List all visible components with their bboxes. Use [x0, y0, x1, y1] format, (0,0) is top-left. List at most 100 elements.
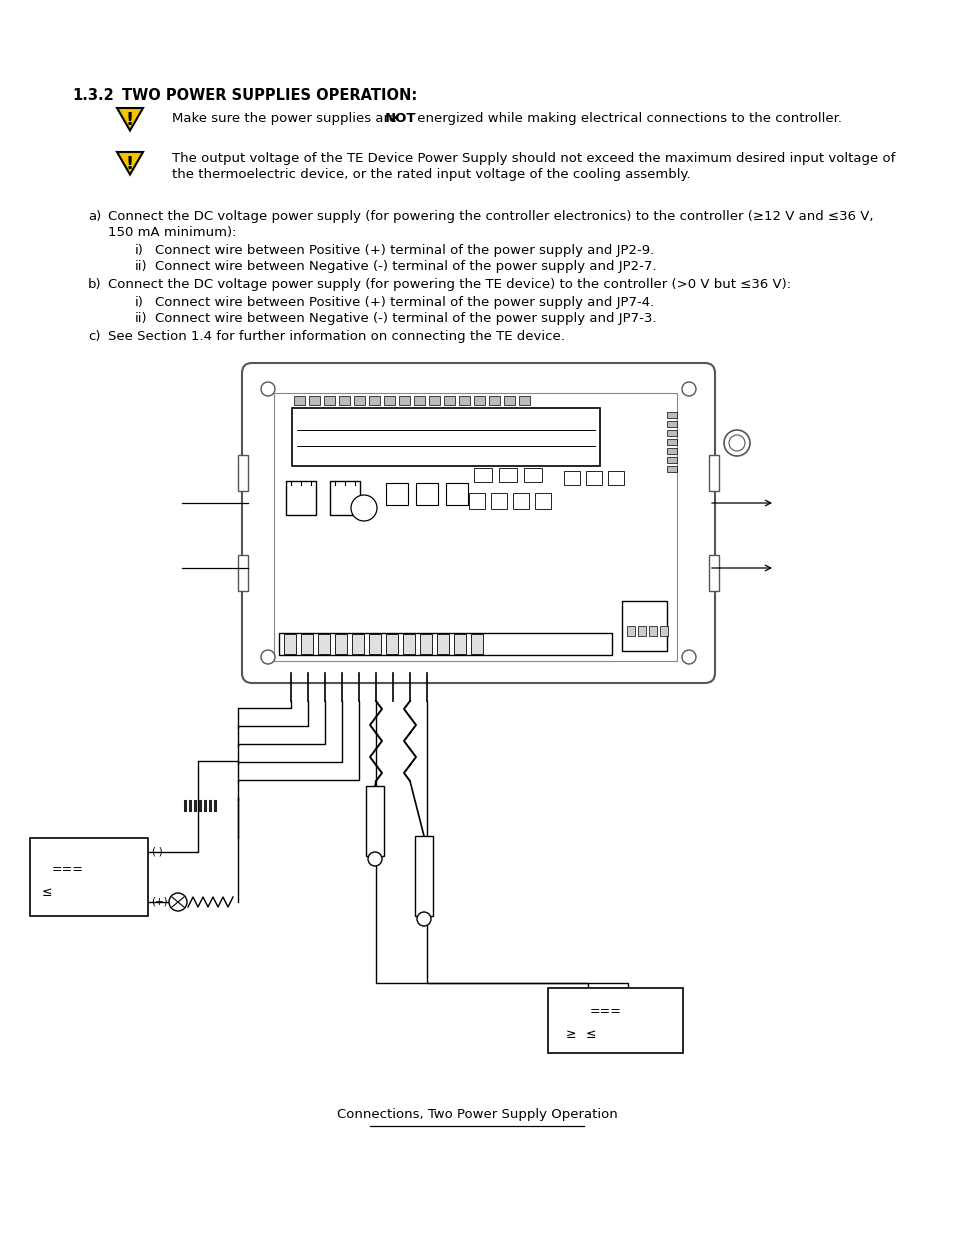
Text: Connections, Two Power Supply Operation: Connections, Two Power Supply Operation: [336, 1108, 617, 1121]
Bar: [286, 480, 315, 515]
Bar: [237, 454, 248, 492]
Bar: [666, 430, 677, 436]
Bar: [284, 634, 295, 655]
Bar: [338, 396, 350, 405]
Bar: [607, 471, 623, 485]
Bar: [419, 634, 432, 655]
Polygon shape: [117, 107, 143, 131]
Text: c): c): [88, 330, 100, 343]
Text: (-): (-): [151, 847, 163, 857]
Text: Connect the DC voltage power supply (for powering the TE device) to the controll: Connect the DC voltage power supply (for…: [108, 278, 790, 291]
Bar: [498, 468, 517, 482]
Text: ≤: ≤: [585, 1028, 596, 1041]
Bar: [666, 412, 677, 417]
Text: ii): ii): [135, 261, 148, 273]
Bar: [369, 634, 380, 655]
Bar: [278, 634, 612, 655]
Text: i): i): [135, 245, 144, 257]
Bar: [474, 468, 492, 482]
Text: Connect the DC voltage power supply (for powering the controller electronics) to: Connect the DC voltage power supply (for…: [108, 210, 873, 224]
FancyBboxPatch shape: [242, 363, 714, 683]
Bar: [354, 396, 365, 405]
Text: Make sure the power supplies are: Make sure the power supplies are: [172, 112, 401, 125]
Bar: [309, 396, 319, 405]
Bar: [708, 454, 719, 492]
Bar: [535, 493, 551, 509]
Bar: [352, 634, 364, 655]
Text: TWO POWER SUPPLIES OPERATION:: TWO POWER SUPPLIES OPERATION:: [122, 88, 416, 103]
Bar: [518, 396, 530, 405]
Text: Connect wire between Positive (+) terminal of the power supply and JP2-9.: Connect wire between Positive (+) termin…: [154, 245, 654, 257]
Bar: [416, 483, 437, 505]
Bar: [301, 634, 313, 655]
Text: NOT: NOT: [385, 112, 416, 125]
Polygon shape: [117, 152, 143, 174]
Text: ===: ===: [589, 1005, 621, 1019]
Bar: [638, 626, 645, 636]
Bar: [292, 408, 599, 466]
Bar: [547, 988, 682, 1053]
Text: !: !: [126, 156, 134, 173]
Bar: [648, 626, 657, 636]
Bar: [330, 480, 359, 515]
Bar: [491, 493, 506, 509]
Text: !: !: [126, 111, 134, 130]
Text: The output voltage of the TE Device Power Supply should not exceed the maximum d: The output voltage of the TE Device Powe…: [172, 152, 895, 165]
Bar: [489, 396, 499, 405]
Bar: [386, 483, 408, 505]
Bar: [294, 396, 305, 405]
Bar: [513, 493, 529, 509]
Bar: [443, 396, 455, 405]
Circle shape: [368, 852, 381, 866]
Text: a): a): [88, 210, 101, 224]
Circle shape: [681, 650, 696, 664]
Bar: [666, 457, 677, 463]
Text: (+): (+): [151, 897, 168, 906]
Text: the thermoelectric device, or the rated input voltage of the cooling assembly.: the thermoelectric device, or the rated …: [172, 168, 690, 182]
Text: b): b): [88, 278, 102, 291]
Bar: [626, 626, 635, 636]
Circle shape: [681, 382, 696, 396]
Bar: [659, 626, 667, 636]
Text: ii): ii): [135, 312, 148, 325]
Bar: [666, 466, 677, 472]
Bar: [335, 634, 347, 655]
Bar: [30, 839, 148, 916]
Text: Connect wire between Negative (-) terminal of the power supply and JP2-7.: Connect wire between Negative (-) termin…: [154, 261, 656, 273]
Text: ≥: ≥: [565, 1028, 576, 1041]
Bar: [523, 468, 541, 482]
Bar: [585, 471, 601, 485]
Circle shape: [728, 435, 744, 451]
Bar: [666, 448, 677, 454]
Bar: [503, 396, 515, 405]
Bar: [369, 396, 379, 405]
Bar: [414, 396, 424, 405]
Bar: [415, 836, 433, 916]
Bar: [384, 396, 395, 405]
Circle shape: [169, 893, 187, 911]
Circle shape: [723, 430, 749, 456]
Text: ≤: ≤: [42, 885, 52, 899]
Bar: [366, 785, 384, 856]
Text: i): i): [135, 296, 144, 309]
Bar: [563, 471, 579, 485]
Bar: [621, 601, 666, 651]
Bar: [402, 634, 415, 655]
Circle shape: [351, 495, 376, 521]
Text: See Section 1.4 for further information on connecting the TE device.: See Section 1.4 for further information …: [108, 330, 564, 343]
Bar: [317, 634, 330, 655]
Bar: [386, 634, 397, 655]
Circle shape: [261, 382, 274, 396]
Bar: [666, 438, 677, 445]
Bar: [469, 493, 484, 509]
Bar: [471, 634, 482, 655]
Bar: [666, 421, 677, 427]
Bar: [429, 396, 439, 405]
Bar: [454, 634, 465, 655]
Text: energized while making electrical connections to the controller.: energized while making electrical connec…: [413, 112, 841, 125]
Circle shape: [261, 650, 274, 664]
Bar: [324, 396, 335, 405]
Text: 1.3.2: 1.3.2: [71, 88, 113, 103]
Bar: [398, 396, 410, 405]
Bar: [474, 396, 484, 405]
